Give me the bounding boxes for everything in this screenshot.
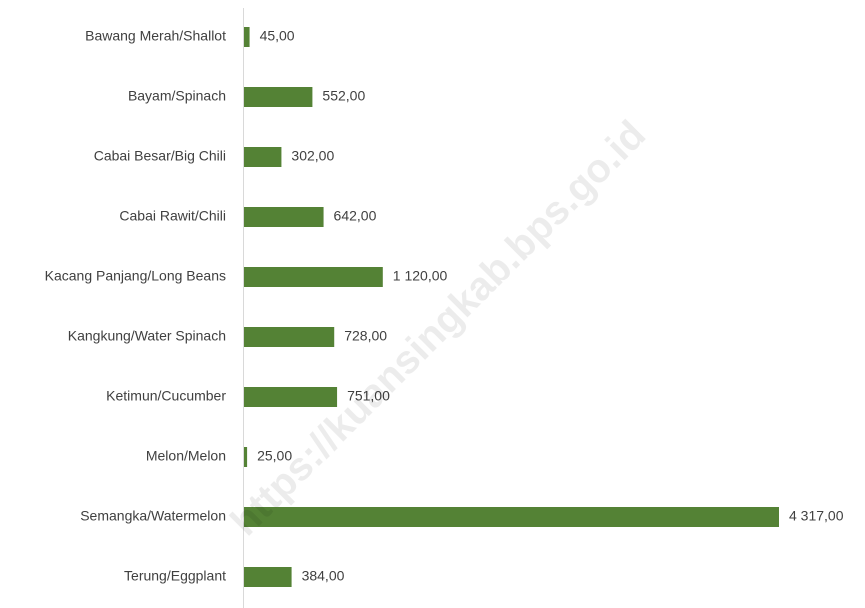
value-label: 642,00: [334, 208, 377, 224]
category-label: Melon/Melon: [146, 448, 226, 464]
bar: [244, 327, 335, 347]
bar: [244, 507, 779, 527]
bar: [244, 87, 313, 107]
value-label: 25,00: [257, 448, 292, 464]
value-label: 302,00: [291, 148, 334, 164]
bar: [244, 27, 250, 47]
value-label: 751,00: [347, 388, 390, 404]
value-label: 1 120,00: [393, 268, 448, 284]
category-label: Bawang Merah/Shallot: [85, 28, 226, 44]
bar: [244, 447, 248, 467]
category-label: Semangka/Watermelon: [80, 508, 226, 524]
category-label: Cabai Besar/Big Chili: [94, 148, 226, 164]
category-label: Ketimun/Cucumber: [106, 388, 226, 404]
value-label: 552,00: [322, 88, 365, 104]
category-label: Cabai Rawit/Chili: [119, 208, 226, 224]
value-label: 45,00: [260, 28, 295, 44]
category-label: Kangkung/Water Spinach: [68, 328, 226, 344]
category-label: Bayam/Spinach: [128, 88, 226, 104]
category-label: Terung/Eggplant: [124, 568, 226, 584]
value-label: 728,00: [344, 328, 387, 344]
category-label: Kacang Panjang/Long Beans: [45, 268, 226, 284]
bar: [244, 207, 324, 227]
bar: [244, 267, 383, 287]
bar: [244, 567, 292, 587]
value-label: 384,00: [302, 568, 345, 584]
value-label: 4 317,00: [789, 508, 844, 524]
bar: [244, 147, 282, 167]
bar: [244, 387, 338, 407]
